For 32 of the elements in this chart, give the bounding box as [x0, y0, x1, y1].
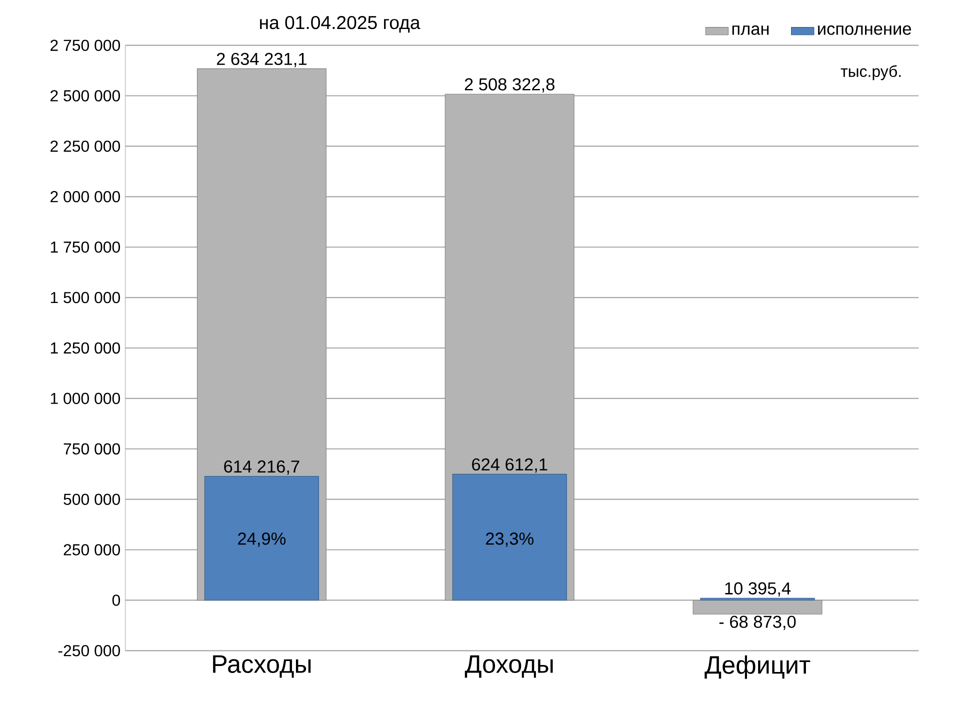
data-label: - 68 873,0	[719, 616, 796, 630]
y-tick-label: 1 250 000	[50, 342, 120, 354]
annotation: 23,3%	[486, 532, 534, 547]
chart-title: на 01.04.2025 года	[260, 16, 420, 33]
bar	[452, 474, 567, 600]
data-label: 614 216,7	[224, 460, 300, 475]
y-tick-label: 0	[112, 594, 120, 606]
y-tick-label: 1 750 000	[50, 241, 120, 253]
bar	[700, 598, 815, 600]
y-tick-label: 750 000	[64, 443, 120, 455]
bar	[692, 600, 822, 614]
y-tick-label: 2 250 000	[50, 140, 120, 152]
y-tick-label: 500 000	[64, 494, 120, 505]
data-label: 2 508 322,8	[464, 78, 554, 92]
annotation: 24,9%	[238, 532, 286, 547]
y-tick-label: 2 750 000	[50, 40, 120, 51]
legend-label: исполнение	[818, 25, 912, 35]
data-label: 624 612,1	[472, 458, 548, 473]
y-tick-label: -250 000	[58, 645, 120, 656]
y-tick-label: 2 500 000	[50, 90, 120, 102]
x-tick-label: Расходы	[213, 655, 311, 678]
annotation: тыс.руб.	[840, 65, 901, 80]
data-label: 10 395,4	[725, 582, 791, 597]
x-tick-label: Доходы	[464, 655, 553, 678]
legend-label: план	[732, 25, 769, 35]
y-tick-label: 250 000	[64, 544, 120, 556]
y-tick-label: 1 000 000	[50, 392, 120, 404]
y-tick-label: 1 500 000	[50, 292, 120, 304]
x-tick-label: Дефицит	[704, 655, 810, 679]
data-label: 2 634 231,1	[216, 52, 306, 68]
bar	[204, 476, 319, 600]
y-tick-label: 2 000 000	[50, 191, 120, 202]
